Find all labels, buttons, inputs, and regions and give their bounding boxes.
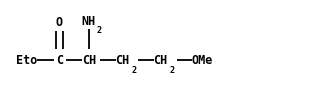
Text: 2: 2 — [131, 66, 137, 75]
Text: CH: CH — [153, 54, 168, 67]
Text: Eto: Eto — [16, 54, 38, 67]
Text: CH: CH — [82, 54, 96, 67]
Text: 2: 2 — [169, 66, 174, 75]
Text: C: C — [56, 54, 63, 67]
Text: OMe: OMe — [191, 54, 213, 67]
Text: 2: 2 — [96, 26, 101, 35]
Text: CH: CH — [115, 54, 130, 67]
Text: O: O — [56, 16, 63, 29]
Text: NH: NH — [82, 15, 96, 28]
